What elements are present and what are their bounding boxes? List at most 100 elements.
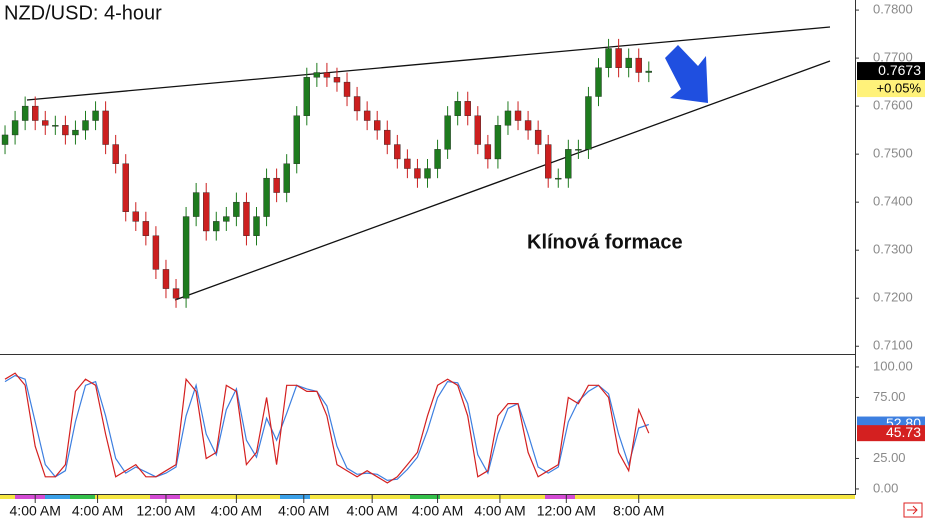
candle-body <box>253 216 260 236</box>
value-badge <box>857 425 925 442</box>
candle-body <box>233 201 240 217</box>
candle-body <box>464 101 471 116</box>
candle-body <box>1 134 9 145</box>
candle-body <box>122 163 129 212</box>
candle-body <box>394 144 401 160</box>
candle-body <box>534 129 542 145</box>
value-badge-label: 45.73 <box>886 424 921 440</box>
strip <box>45 495 70 499</box>
y-tick-label: 0.7700 <box>873 50 913 65</box>
x-tick-label: 4:00 AM <box>474 503 525 519</box>
candle-body <box>142 221 150 236</box>
candle-body <box>514 110 522 121</box>
session-strip <box>0 495 855 499</box>
candle-body <box>524 120 532 131</box>
candle-body <box>82 120 89 131</box>
candle-body <box>333 77 341 83</box>
x-tick-label: 8:00 AM <box>613 503 664 519</box>
y-tick-label: 0.7400 <box>873 194 913 209</box>
x-tick-label: 4:00 AM <box>211 503 262 519</box>
candle-body <box>343 81 351 97</box>
candle-body <box>454 101 461 116</box>
y-tick-label: 0.7100 <box>873 338 913 353</box>
candle-body <box>92 110 99 121</box>
x-tick-label: 4:00 AM <box>10 503 61 519</box>
strip <box>70 495 95 499</box>
candle-body <box>565 149 572 179</box>
candle-body <box>424 168 431 179</box>
candle-body <box>132 211 139 222</box>
candle-body <box>474 115 481 145</box>
candle-body <box>444 115 451 150</box>
change-badge <box>857 80 925 98</box>
x-tick-label: 4:00 AM <box>346 503 397 519</box>
candle-body <box>555 177 562 180</box>
y-tick-label: 75.00 <box>873 389 906 404</box>
candle-body <box>575 149 582 151</box>
chart-title: NZD/USD: 4-hour <box>4 2 162 24</box>
candle-body <box>102 110 109 145</box>
candle-body <box>504 110 512 126</box>
y-tick-label: 0.00 <box>873 480 898 495</box>
candle-body <box>404 158 411 169</box>
price-badge-label: 0.7673 <box>878 62 921 78</box>
x-tick-label: 12:00 AM <box>136 503 195 519</box>
candle-body <box>585 96 592 150</box>
candle-body <box>323 72 331 78</box>
scroll-icon <box>907 505 918 515</box>
candle-body <box>182 216 190 299</box>
candle-body <box>172 288 180 299</box>
candle-body <box>213 221 220 232</box>
candle-body <box>363 110 371 121</box>
strip <box>545 495 575 499</box>
strip <box>280 495 310 499</box>
candle-body <box>374 120 381 131</box>
strip <box>150 495 180 499</box>
change-label: +0.05% <box>877 81 922 96</box>
price-badge <box>857 62 925 81</box>
lower-trendline <box>174 60 831 301</box>
candle-body <box>243 201 250 236</box>
candle-body <box>545 144 552 179</box>
candle-body <box>595 67 602 97</box>
candle-body <box>11 120 19 136</box>
candle-body <box>353 96 361 112</box>
candle-body <box>223 216 230 222</box>
candle-body <box>303 77 310 116</box>
candle-body <box>283 163 290 193</box>
candle-body <box>273 177 280 193</box>
annotation: Klínová formace <box>527 231 683 253</box>
candle-body <box>21 105 29 121</box>
candle-body <box>72 129 79 136</box>
candle-body <box>615 48 622 68</box>
candle-body <box>42 120 49 126</box>
candle-body <box>32 105 39 121</box>
candle-body <box>263 177 270 217</box>
x-tick-label: 4:00 AM <box>278 503 329 519</box>
candle-body <box>605 48 612 68</box>
candle-body <box>625 57 632 68</box>
y-tick-label: 0.7300 <box>873 242 913 257</box>
candle-body <box>162 269 170 289</box>
y-tick-label: 25.00 <box>873 450 906 465</box>
candle-body <box>494 125 502 160</box>
y-tick-label: 100.00 <box>873 358 913 373</box>
y-tick-label: 0.7500 <box>873 146 913 161</box>
x-tick-label: 4:00 AM <box>412 503 463 519</box>
y-tick-label: 0.7800 <box>873 2 913 17</box>
strip <box>15 495 45 499</box>
candle-body <box>645 70 652 73</box>
candle-body <box>203 192 210 232</box>
x-tick-label: 12:00 AM <box>537 503 596 519</box>
candle-body <box>62 125 69 136</box>
x-tick-label: 4:00 AM <box>72 503 123 519</box>
candle-body <box>152 235 160 270</box>
candle-body <box>112 144 119 164</box>
candle-body <box>635 57 642 73</box>
y-tick-label: 0.7200 <box>873 290 913 305</box>
arrow-shape <box>665 45 708 103</box>
upper-trendline <box>26 26 831 101</box>
candle-body <box>313 72 321 78</box>
